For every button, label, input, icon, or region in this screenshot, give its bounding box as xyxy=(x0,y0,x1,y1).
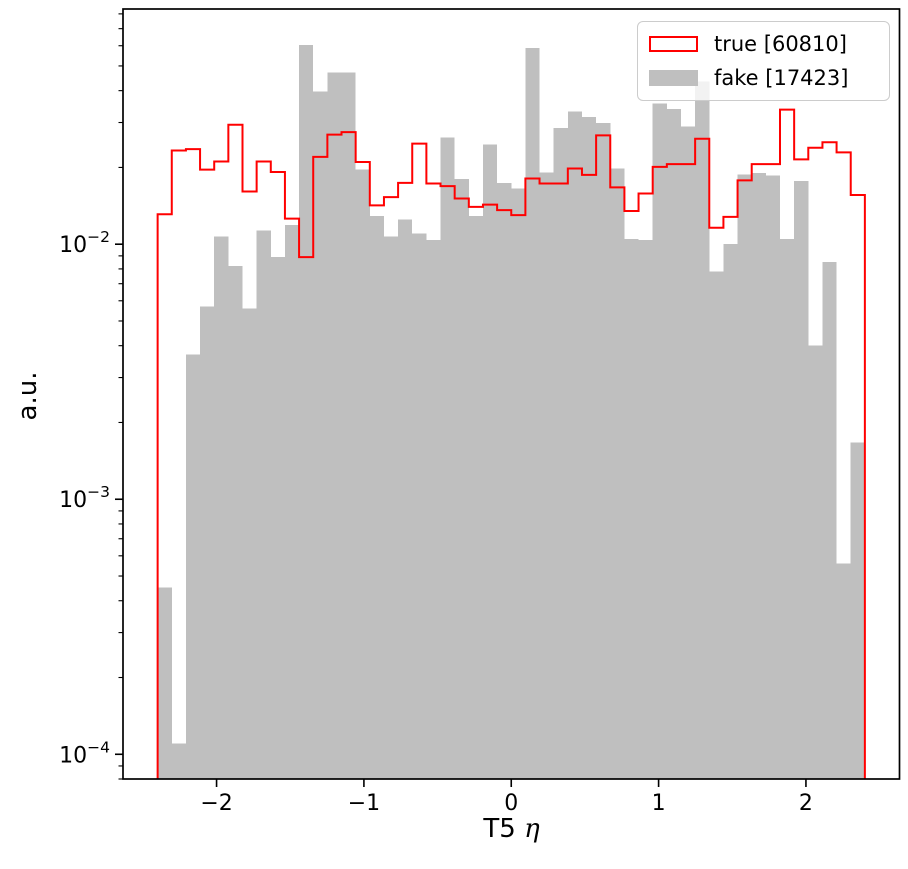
histogram-bar-fake xyxy=(454,179,469,780)
histogram-bar-fake xyxy=(780,238,795,780)
x-tick-label: 0 xyxy=(504,791,518,816)
histogram-bar-fake xyxy=(369,216,384,779)
histogram-bar-fake xyxy=(497,182,512,780)
histogram-bar-fake xyxy=(214,236,229,779)
histogram-bar-fake xyxy=(822,262,837,779)
legend-swatch-true-icon xyxy=(649,36,698,52)
histogram-bar-fake xyxy=(355,169,370,779)
x-tick-label: −2 xyxy=(200,791,232,816)
legend-item-fake: fake [17423] xyxy=(649,65,877,91)
histogram-bar-fake xyxy=(567,111,582,780)
legend-swatch-fake-icon xyxy=(649,70,698,86)
histogram-bar-fake xyxy=(299,45,314,779)
histogram-bar-fake xyxy=(256,230,271,779)
histogram-bar-fake xyxy=(765,175,780,779)
x-axis-label: T5 η xyxy=(123,814,900,844)
histogram-bar-fake xyxy=(680,126,696,779)
histogram-bar-fake xyxy=(695,81,710,780)
histogram-bar-fake xyxy=(709,271,724,779)
x-tick-label: 2 xyxy=(799,791,813,816)
histogram-bar-fake xyxy=(398,219,413,780)
true-histogram-step-line xyxy=(156,108,866,779)
histogram-bar-fake xyxy=(426,239,441,780)
histogram-bar-fake xyxy=(652,103,667,779)
x-axis-label-symbol: η xyxy=(524,814,540,844)
histogram-bar-fake xyxy=(341,72,356,780)
histogram-bar-fake xyxy=(525,48,540,780)
y-tick-label: 10−2 xyxy=(59,228,110,258)
fake-histogram-bars xyxy=(157,45,865,780)
legend-item-true: true [60810] xyxy=(649,31,877,57)
legend-label-true: true [60810] xyxy=(714,32,847,56)
histogram-bar-fake xyxy=(412,233,427,779)
x-axis-label-text: T5 xyxy=(483,814,525,844)
histogram-bar-fake xyxy=(242,308,257,779)
y-tick-label: 10−4 xyxy=(59,738,110,768)
histogram-bar-fake xyxy=(638,239,653,780)
histogram-bar-fake xyxy=(794,180,809,779)
histogram-bar-fake xyxy=(200,306,215,779)
histogram-bar-fake xyxy=(270,257,285,779)
x-tick-label: 1 xyxy=(652,791,666,816)
histogram-bar-fake xyxy=(539,172,554,779)
histogram-bar-fake xyxy=(327,72,342,780)
histogram-bar-fake xyxy=(468,216,483,779)
y-tick-label: 10−3 xyxy=(59,483,110,513)
histogram-bar-fake xyxy=(723,244,738,779)
histogram-bar-fake xyxy=(581,116,597,779)
histogram-bar-fake xyxy=(836,563,851,779)
histogram-bar-fake xyxy=(808,345,823,779)
histogram-bar-fake xyxy=(171,743,186,779)
legend: true [60810] fake [17423] xyxy=(637,21,890,101)
histogram-bar-fake xyxy=(185,354,201,779)
histogram-bar-fake xyxy=(666,108,681,780)
histogram-bar-fake xyxy=(284,224,300,779)
histogram-bar-fake xyxy=(440,137,455,779)
y-axis-label: a.u. xyxy=(13,371,43,421)
histogram-bar-fake xyxy=(383,236,399,779)
histogram-bar-fake xyxy=(313,91,328,780)
histogram-bar-fake xyxy=(624,238,639,780)
histogram-bar-fake xyxy=(610,168,625,780)
histogram-bar-fake xyxy=(596,122,611,779)
histogram-bar-fake xyxy=(553,127,568,779)
x-tick-label: −1 xyxy=(348,791,380,816)
legend-label-fake: fake [17423] xyxy=(714,66,849,90)
histogram-bar-fake xyxy=(482,144,498,779)
histogram-bar-fake xyxy=(751,173,766,780)
histogram-bar-fake xyxy=(228,266,243,779)
histogram-bar-fake xyxy=(737,174,752,779)
histogram-bar-fake xyxy=(157,587,172,779)
histogram-bar-fake xyxy=(511,188,526,780)
histogram-bar-fake xyxy=(850,442,865,779)
